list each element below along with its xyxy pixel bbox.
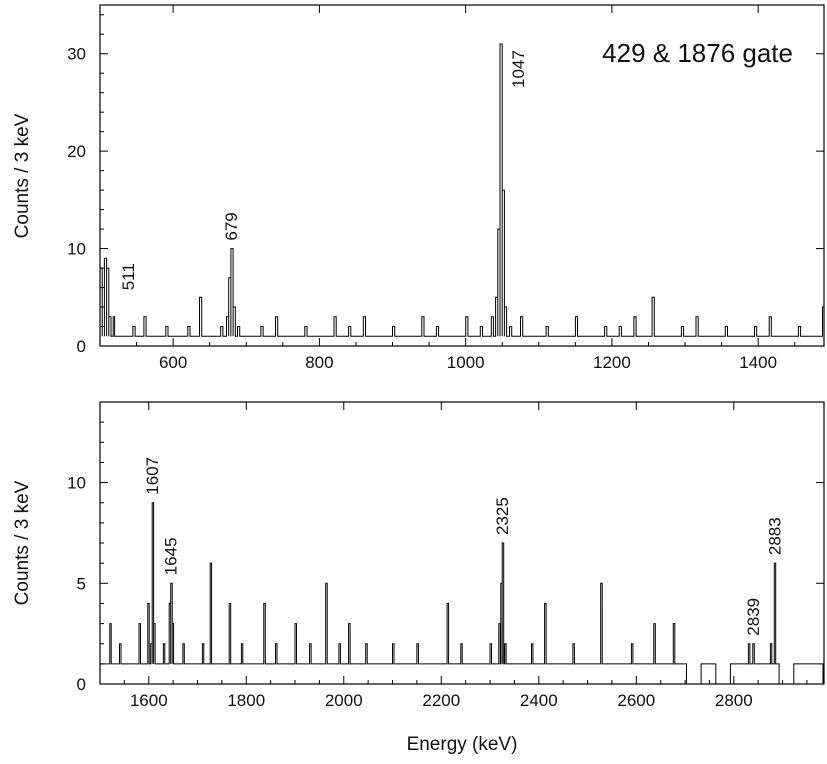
top-peak-label-1047: 1047 [509, 50, 528, 88]
top-x-ticks: 600 800 1000 1200 1400 [99, 5, 796, 372]
bottom-x-tick-label: 2000 [325, 691, 363, 710]
bottom-y-tick-label: 10 [67, 474, 86, 493]
top-panel: 600 800 1000 1200 1400 0 10 20 30 511 679 1047 42… [12, 4, 825, 372]
bottom-x-tick-label: 2200 [422, 691, 460, 710]
bottom-peak-label-2839: 2839 [744, 598, 763, 636]
bottom-y-ticks: 0 5 10 [67, 401, 824, 694]
top-y-tick-label: 0 [77, 337, 86, 356]
top-x-tick-label: 600 [159, 353, 187, 372]
bottom-peak-label-1645: 1645 [162, 537, 181, 575]
top-y-axis-title: Counts / 3 keV [12, 113, 33, 238]
bottom-peak-labels: 1607 1645 2325 2839 2883 [143, 457, 784, 636]
x-axis-title: Energy (keV) [407, 734, 518, 755]
top-x-tick-label: 800 [305, 353, 333, 372]
top-peak-label-511: 511 [119, 263, 138, 290]
bottom-histogram [99, 502, 824, 685]
bottom-x-tick-label: 1600 [130, 691, 168, 710]
bottom-x-tick-label: 2400 [520, 691, 558, 710]
top-y-tick-label: 10 [67, 240, 86, 259]
bottom-y-axis-title: Counts / 3 keV [12, 480, 33, 605]
top-peak-labels: 511 679 1047 [119, 50, 528, 290]
bottom-peak-label-1607: 1607 [143, 457, 162, 495]
top-x-tick-label: 1400 [739, 353, 777, 372]
top-y-tick-label: 20 [67, 142, 86, 161]
bottom-x-tick-label: 2800 [715, 691, 753, 710]
top-y-ticks: 0 10 20 30 [67, 14, 824, 356]
top-x-tick-label: 1200 [593, 353, 631, 372]
bottom-peak-label-2883: 2883 [765, 517, 784, 555]
bottom-y-tick-label: 0 [77, 675, 86, 694]
top-histogram [99, 43, 825, 346]
top-spectrum-series [99, 43, 825, 346]
bottom-x-tick-label: 2600 [617, 691, 655, 710]
top-x-tick-label: 1000 [447, 353, 485, 372]
top-y-tick-label: 30 [67, 45, 86, 64]
bottom-x-tick-label: 1800 [227, 691, 265, 710]
bottom-peak-label-2325: 2325 [493, 497, 512, 535]
bottom-spectrum-series [99, 502, 824, 685]
bottom-y-tick-label: 5 [77, 574, 86, 593]
bottom-plot-frame [99, 401, 825, 685]
bottom-x-ticks: 1600 1800 2000 2200 2400 2600 2800 [99, 402, 808, 710]
top-plot-frame [99, 4, 825, 347]
top-peak-label-679: 679 [222, 212, 241, 240]
gate-title: 429 & 1876 gate [602, 38, 793, 68]
